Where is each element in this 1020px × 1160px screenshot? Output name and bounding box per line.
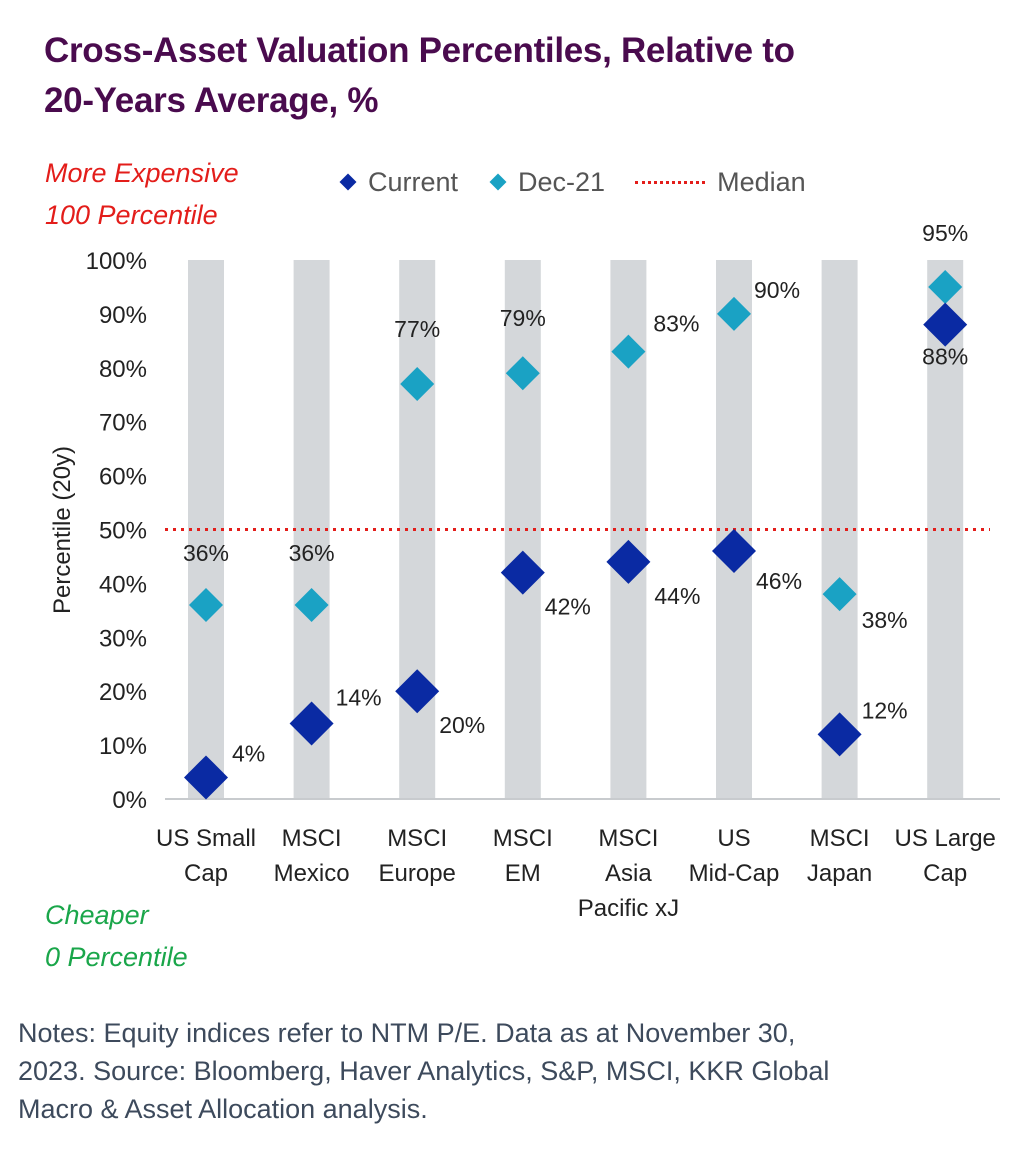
- dec21-data-label: 77%: [394, 316, 440, 342]
- y-tick-label: 30%: [99, 625, 147, 652]
- chart-legend: Current Dec-21 Median: [338, 162, 836, 202]
- chart-title-line-1: Cross-Asset Valuation Percentiles, Relat…: [44, 31, 795, 70]
- x-tick-label: Cap: [184, 860, 228, 887]
- current-point: [817, 712, 862, 757]
- y-tick-label: 40%: [99, 571, 147, 598]
- y-tick-label: 0%: [112, 787, 147, 814]
- current-point: [923, 302, 968, 347]
- dec21-point: [928, 269, 963, 304]
- dec21-data-label: 79%: [500, 305, 546, 331]
- y-tick-label: 10%: [99, 733, 147, 760]
- dec21-point: [294, 587, 329, 622]
- legend-item-dec21: Dec-21: [488, 167, 605, 198]
- x-tick-label: Asia: [605, 860, 652, 887]
- y-axis-title: Percentile (20y): [49, 446, 76, 614]
- x-tick-label: EM: [505, 860, 541, 887]
- x-tick-label: MSCI: [493, 825, 553, 852]
- x-tick-label: US Small: [156, 825, 256, 852]
- y-tick-label: 90%: [99, 302, 147, 329]
- y-tick-label: 50%: [99, 518, 147, 545]
- x-tick-label: Cap: [923, 860, 967, 887]
- cheaper-label: Cheaper: [45, 900, 149, 930]
- dec21-point: [505, 356, 540, 391]
- y-tick-label: 70%: [99, 410, 147, 437]
- chart-title-line-2: 20-Years Average, %: [44, 81, 379, 120]
- dec21-data-label: 95%: [922, 220, 968, 246]
- cheaper-note: Cheaper 0 Percentile: [45, 894, 188, 978]
- median-dotted-line-icon: [635, 180, 706, 184]
- dec21-point: [400, 366, 435, 401]
- hundred-percentile-label: 100 Percentile: [45, 200, 218, 230]
- notes-line-2: 2023. Source: Bloomberg, Haver Analytics…: [18, 1056, 830, 1086]
- x-tick-label: MSCI: [598, 825, 658, 852]
- x-tick-label: Europe: [379, 860, 456, 887]
- notes-line-1: Notes: Equity indices refer to NTM P/E. …: [18, 1018, 796, 1048]
- current-point: [500, 550, 545, 595]
- dec21-data-label: 36%: [183, 540, 229, 566]
- x-tick-label: MSCI: [282, 825, 342, 852]
- current-data-label: 42%: [545, 594, 591, 620]
- dec21-point: [611, 334, 646, 369]
- current-point: [606, 539, 651, 584]
- current-data-label: 46%: [756, 568, 802, 594]
- x-tick-label: MSCI: [387, 825, 447, 852]
- current-point: [395, 669, 440, 714]
- y-tick-label: 100%: [86, 248, 147, 275]
- source-notes: Notes: Equity indices refer to NTM P/E. …: [18, 1014, 998, 1128]
- dec21-point: [822, 577, 857, 612]
- dec21-data-label: 90%: [754, 277, 800, 303]
- current-data-label: 14%: [336, 685, 382, 711]
- y-tick-label: 80%: [99, 356, 147, 383]
- current-point: [712, 529, 756, 574]
- y-tick-label: 60%: [99, 464, 147, 491]
- current-point: [289, 701, 334, 746]
- current-data-label: 4%: [232, 740, 265, 766]
- chart-title: Cross-Asset Valuation Percentiles, Relat…: [44, 26, 944, 126]
- x-tick-label: Pacific xJ: [578, 895, 679, 922]
- dec21-point: [717, 296, 751, 331]
- legend-label-median: Median: [717, 166, 806, 197]
- x-tick-label: Mexico: [274, 860, 350, 887]
- dec21-data-label: 36%: [289, 540, 335, 566]
- x-tick-label: Mid-Cap: [689, 860, 780, 887]
- current-data-label: 12%: [862, 697, 908, 723]
- legend-label-dec21: Dec-21: [518, 166, 606, 197]
- current-data-label: 44%: [654, 583, 700, 609]
- x-tick-label: MSCI: [810, 825, 870, 852]
- x-tick-label: US Large: [895, 825, 996, 852]
- dec21-data-label: 83%: [653, 311, 699, 337]
- dec21-data-label: 38%: [862, 607, 908, 633]
- legend-label-current: Current: [368, 166, 459, 197]
- current-data-label: 88%: [922, 344, 968, 370]
- current-point: [184, 755, 228, 800]
- x-tick-label: Japan: [807, 860, 872, 887]
- dec21-point: [189, 587, 223, 622]
- legend-item-median: Median: [635, 167, 806, 198]
- y-tick-label: 20%: [99, 679, 147, 706]
- zero-percentile-label: 0 Percentile: [45, 942, 188, 972]
- notes-line-3: Macro & Asset Allocation analysis.: [18, 1094, 428, 1124]
- more-expensive-note: More Expensive 100 Percentile: [45, 152, 239, 236]
- current-data-label: 20%: [439, 712, 485, 738]
- x-tick-label: US: [717, 825, 750, 852]
- legend-item-current: Current: [338, 167, 458, 198]
- more-expensive-label: More Expensive: [45, 158, 239, 188]
